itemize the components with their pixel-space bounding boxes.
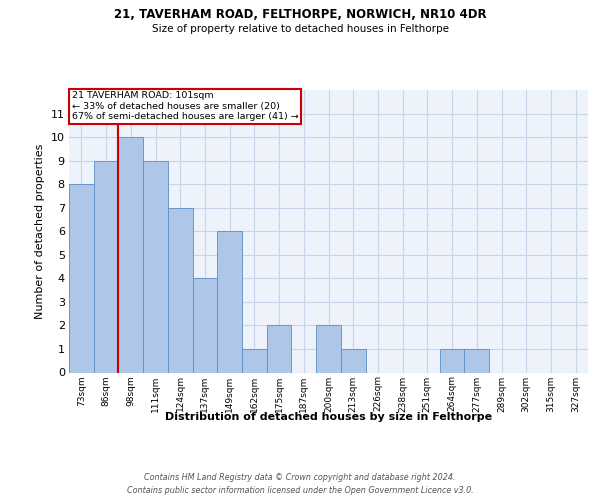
- Bar: [118, 137, 143, 372]
- Bar: [464, 349, 489, 372]
- Bar: [267, 326, 292, 372]
- Bar: [143, 160, 168, 372]
- Bar: [316, 326, 341, 372]
- Y-axis label: Number of detached properties: Number of detached properties: [35, 144, 45, 319]
- Bar: [168, 208, 193, 372]
- Text: 21, TAVERHAM ROAD, FELTHORPE, NORWICH, NR10 4DR: 21, TAVERHAM ROAD, FELTHORPE, NORWICH, N…: [113, 8, 487, 20]
- Bar: [69, 184, 94, 372]
- Bar: [94, 160, 118, 372]
- Bar: [440, 349, 464, 372]
- Bar: [341, 349, 365, 372]
- Bar: [193, 278, 217, 372]
- Text: 21 TAVERHAM ROAD: 101sqm
← 33% of detached houses are smaller (20)
67% of semi-d: 21 TAVERHAM ROAD: 101sqm ← 33% of detach…: [71, 92, 298, 121]
- Bar: [217, 231, 242, 372]
- Bar: [242, 349, 267, 372]
- Text: Contains HM Land Registry data © Crown copyright and database right 2024.: Contains HM Land Registry data © Crown c…: [144, 472, 456, 482]
- Text: Distribution of detached houses by size in Felthorpe: Distribution of detached houses by size …: [165, 412, 493, 422]
- Text: Size of property relative to detached houses in Felthorpe: Size of property relative to detached ho…: [151, 24, 449, 34]
- Text: Contains public sector information licensed under the Open Government Licence v3: Contains public sector information licen…: [127, 486, 473, 495]
